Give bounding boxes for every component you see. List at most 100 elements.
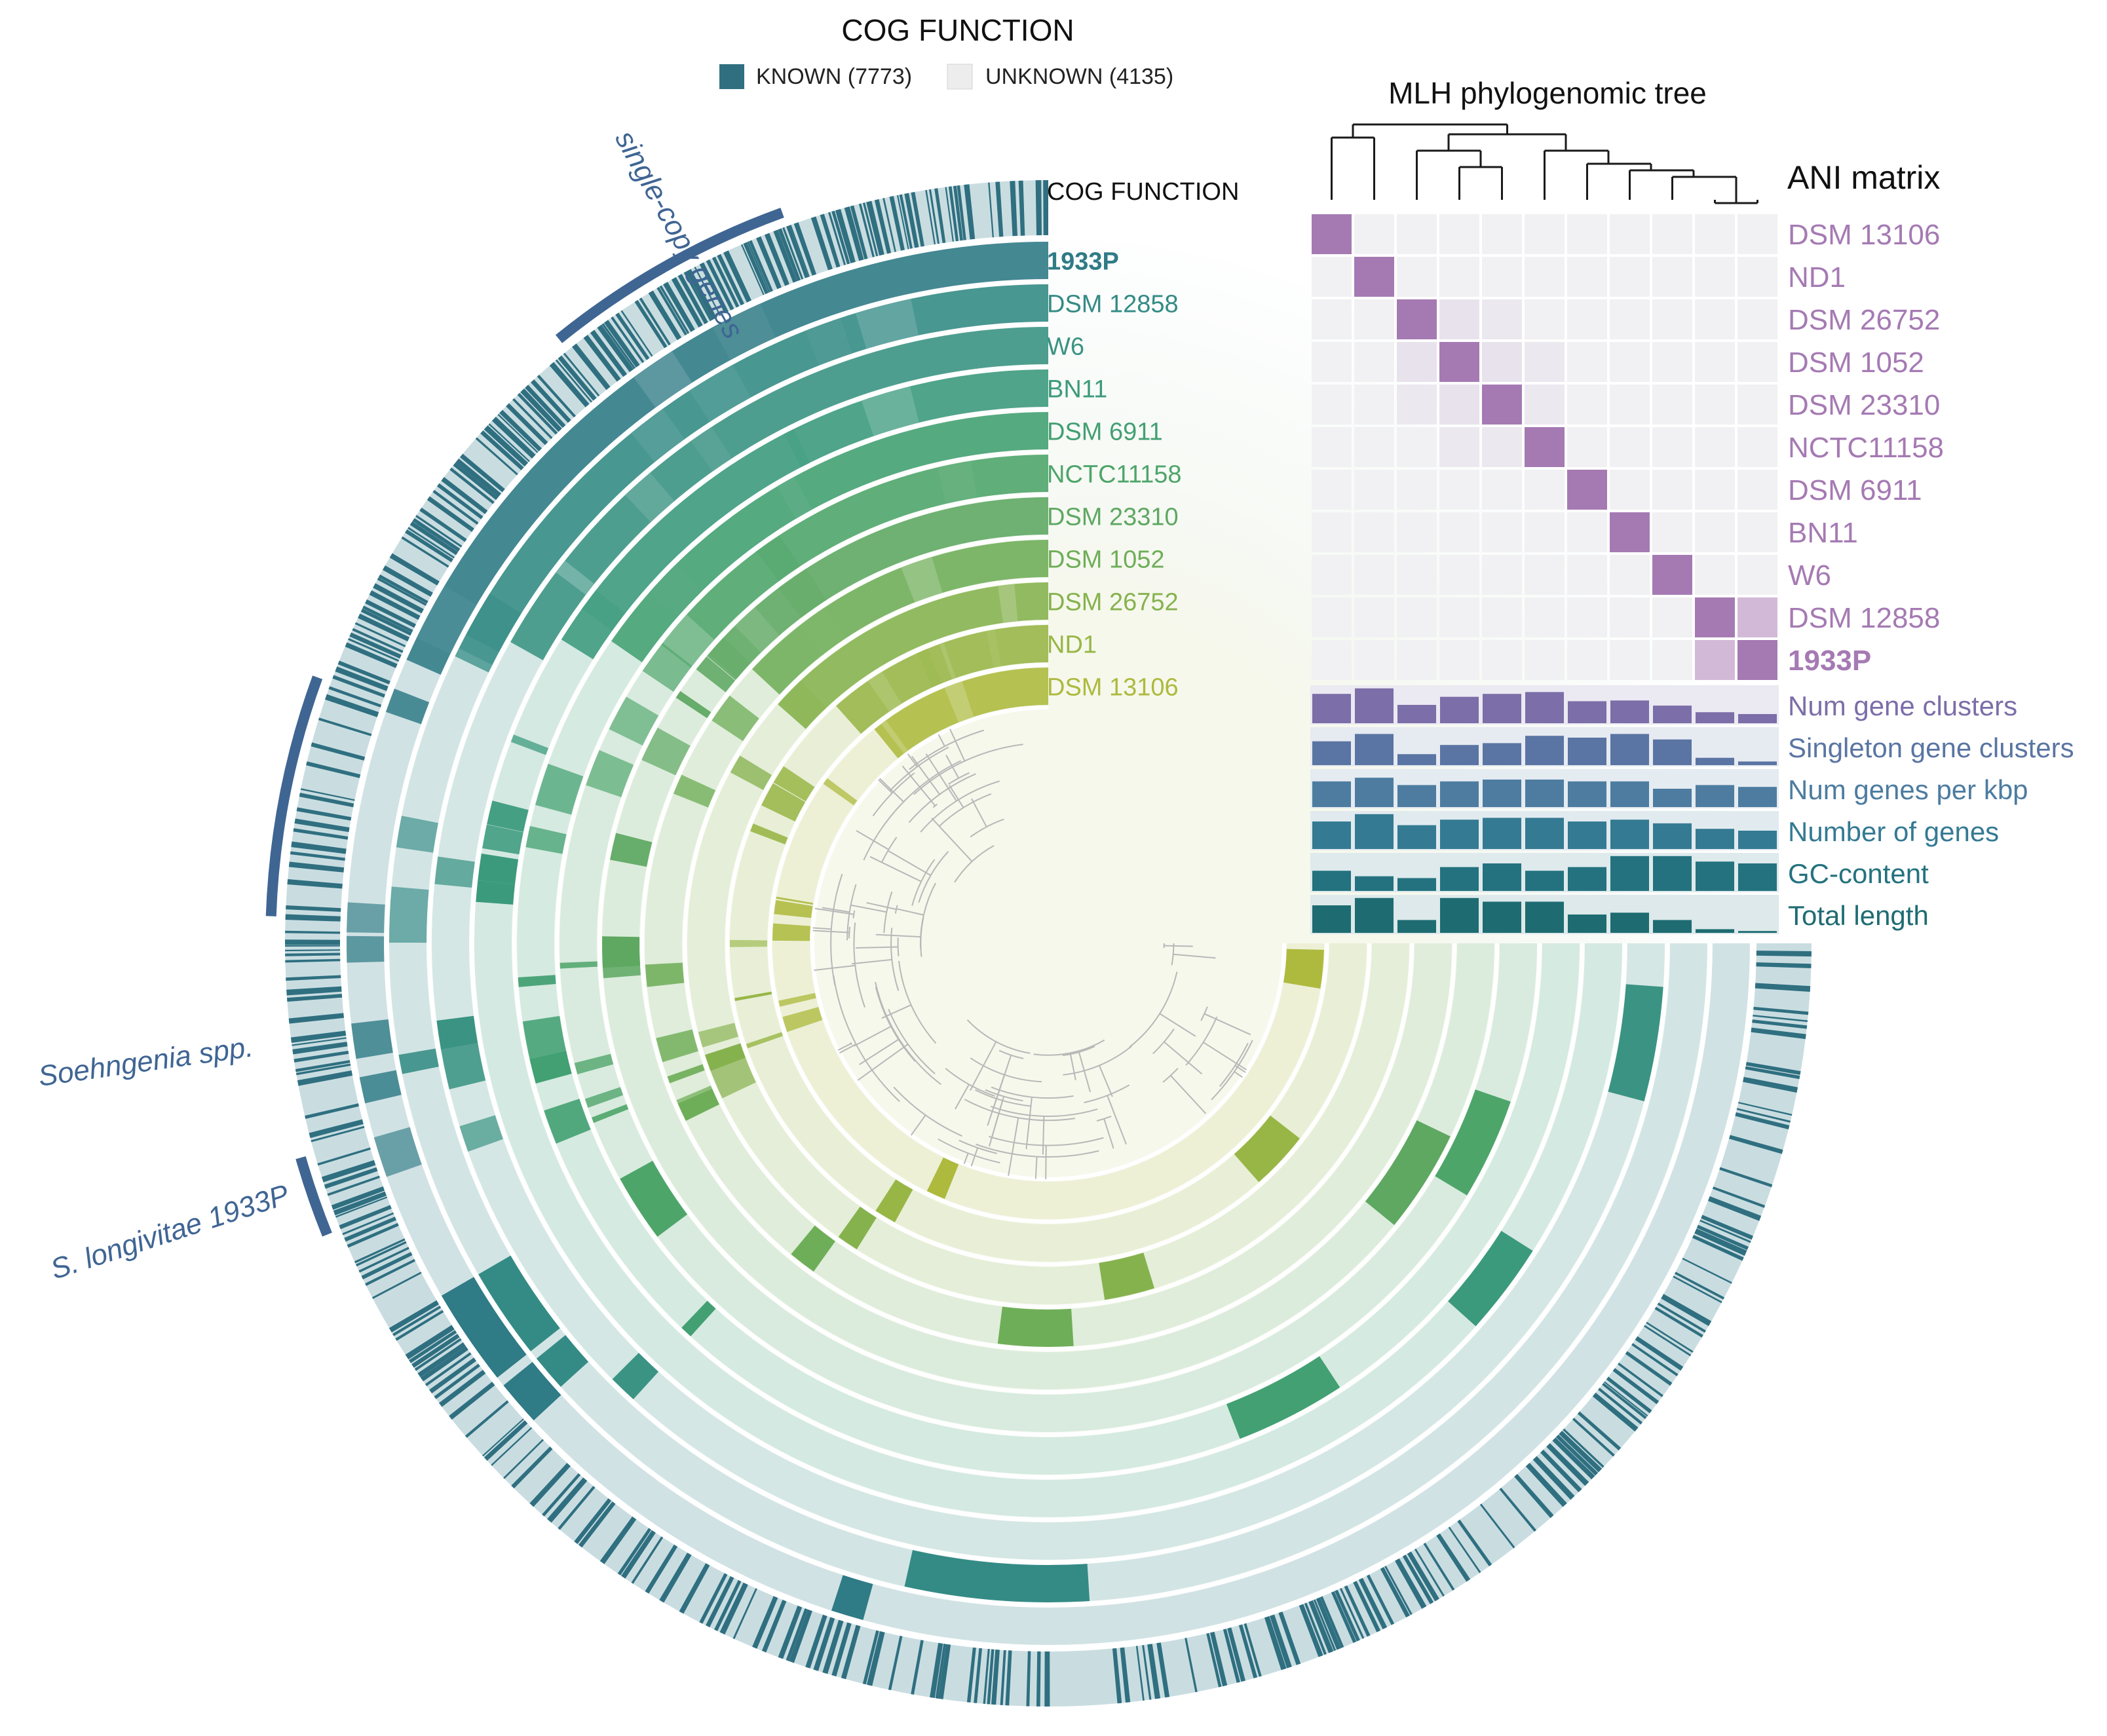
cog-known-tick — [1618, 1363, 1663, 1397]
cog-known-tick — [645, 1544, 678, 1594]
cog-known-tick — [1532, 1456, 1575, 1500]
cog-known-tick — [291, 841, 347, 854]
ring-core-block — [611, 412, 1048, 663]
unknown-label: UNKNOWN (4135) — [985, 64, 1173, 89]
metric-bar — [1610, 734, 1649, 765]
cog-known-tick — [1035, 180, 1042, 236]
ani-cell — [1610, 512, 1650, 552]
cog-known-tick — [1555, 1434, 1599, 1476]
ring-separator-layer — [342, 237, 1755, 1650]
cog-known-tick — [1407, 1551, 1439, 1602]
cog-known-tick — [601, 323, 636, 369]
presence-sliver — [482, 824, 523, 855]
presence-sliver — [805, 318, 853, 366]
cog-known-tick — [813, 1617, 835, 1671]
ani-cell — [1482, 512, 1522, 552]
singleton-block — [441, 1277, 527, 1378]
cog-known-tick — [1635, 1336, 1684, 1371]
ani-cell — [1354, 640, 1394, 680]
cog-legend: COG FUNCTION KNOWN (7773) UNKNOWN (4135) — [719, 13, 1173, 90]
presence-sliver — [625, 472, 675, 523]
presence-sliver — [440, 1042, 486, 1089]
dendrogram-stem — [949, 728, 966, 762]
cog-known-tick — [453, 462, 499, 500]
cog-known-tick — [904, 193, 919, 248]
presence-sliver — [799, 607, 846, 655]
metric-bar — [1483, 863, 1521, 891]
singleton-block — [791, 1225, 835, 1272]
ani-cell — [1695, 257, 1735, 297]
cog-known-tick — [639, 297, 671, 346]
dendrogram-branch — [1063, 1046, 1132, 1076]
cog-known-tick — [761, 1600, 787, 1653]
ring-label: DSM 26752 — [1047, 589, 1179, 616]
cog-known-tick — [1654, 1306, 1703, 1338]
ani-cell — [1482, 342, 1522, 382]
ani-cell — [1652, 299, 1692, 339]
ring-separator — [725, 620, 1371, 1266]
cog-known-tick — [1264, 1616, 1287, 1670]
ani-cell — [1354, 427, 1394, 467]
presence-sliver — [778, 992, 816, 1007]
cog-known-tick — [1395, 1558, 1427, 1609]
cog-known-tick — [611, 316, 645, 364]
gene-cluster-dendrogram — [812, 728, 1253, 1179]
cog-known-tick — [1010, 181, 1017, 236]
presence-sliver — [522, 1015, 568, 1065]
metric-bar — [1525, 736, 1564, 765]
ani-cell — [1482, 470, 1522, 510]
ani-cell — [1525, 597, 1565, 637]
presence-sliver — [730, 939, 768, 947]
presence-sliver — [708, 637, 751, 679]
ani-cell — [1737, 342, 1777, 382]
ani-cell — [1610, 342, 1650, 382]
cog-known-tick — [285, 949, 341, 952]
cog-known-tick — [603, 320, 640, 368]
dendrogram-stem — [1164, 945, 1193, 947]
cog-known-tick — [287, 879, 343, 889]
ani-cell — [1354, 342, 1394, 382]
cog-known-tick — [659, 1553, 692, 1603]
metric-bar — [1397, 825, 1436, 849]
cog-known-tick — [506, 403, 548, 445]
cog-known-tick — [1756, 951, 1812, 957]
cog-known-tick — [425, 1352, 472, 1387]
cog-known-tick — [740, 244, 765, 295]
cog-known-tick — [945, 187, 954, 242]
cog-known-tick — [412, 518, 461, 552]
cog-known-tick — [995, 181, 1004, 237]
ani-cell — [1525, 257, 1565, 297]
cog-known-tick — [558, 355, 597, 401]
cog-known-tick — [1751, 1027, 1806, 1040]
cog-known-tick — [360, 608, 412, 636]
cog-known-tick — [752, 1596, 778, 1649]
cog-known-tick — [349, 632, 402, 659]
ani-cell — [1652, 512, 1692, 552]
cog-known-tick — [356, 1241, 407, 1267]
metric-bar — [1738, 863, 1777, 891]
ani-cell — [1567, 257, 1607, 297]
metric-label: Singleton gene clusters — [1788, 732, 2074, 763]
cog-known-tick — [369, 590, 421, 620]
ani-cell — [1525, 640, 1565, 680]
cog-known-tick — [583, 335, 621, 382]
presence-sliver — [359, 1070, 402, 1104]
cog-known-tick — [288, 1013, 345, 1024]
presence-sliver — [944, 681, 974, 723]
cog-known-tick — [694, 266, 721, 316]
dendrogram-branch — [911, 859, 936, 906]
ani-matrix — [1312, 214, 1777, 680]
cog-known-tick — [1299, 1604, 1323, 1657]
presence-sliver — [389, 886, 429, 943]
metric-bar — [1483, 818, 1521, 849]
ani-cell — [1737, 385, 1777, 425]
presence-sliver — [778, 680, 827, 729]
cog-known-tick — [285, 958, 341, 963]
singleton-block — [677, 1089, 720, 1122]
known-label: KNOWN (7773) — [756, 64, 912, 89]
ani-cell — [1695, 640, 1735, 680]
ring-label: DSM 6911 — [1047, 419, 1163, 446]
presence-sliver — [610, 833, 653, 867]
soehngenia-bracket — [265, 675, 323, 916]
ani-cell — [1525, 427, 1565, 467]
